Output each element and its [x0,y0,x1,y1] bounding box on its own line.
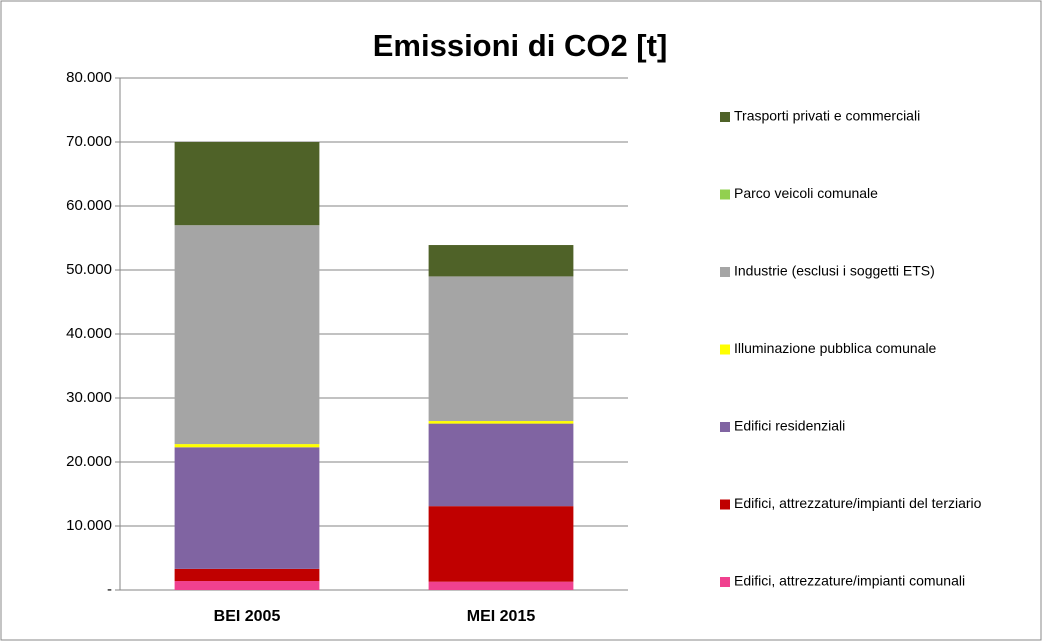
bar-segment [428,423,574,507]
bar-segment [428,276,574,422]
bar-segment [174,225,320,445]
legend-label: Parco veicoli comunale [734,185,878,201]
y-tick-label: 40.000 [66,325,112,342]
legend-label: Edifici, attrezzature/impianti del terzi… [734,495,982,511]
legend-swatch [720,112,730,122]
legend-label: Illuminazione pubblica comunale [734,340,937,356]
y-tick-label: 50.000 [66,261,112,278]
bar-segment [174,444,320,448]
legend-swatch [720,189,730,200]
y-tick-label: 60.000 [66,197,112,214]
y-tick-label: 20.000 [66,453,112,470]
legend-label: Trasporti privati e commerciali [734,108,920,124]
bar-segment [174,142,320,226]
legend-swatch [720,577,730,587]
bar-segment [174,447,320,569]
bar-segment [428,506,574,582]
chart-title: Emissioni di CO2 [t] [373,28,668,63]
legend-swatch [720,267,730,277]
legend-label: Edifici, attrezzature/impianti comunali [734,573,965,589]
bar-segment [174,568,320,582]
legend-swatch [720,344,730,355]
bar-segment [428,421,574,424]
legend-swatch [720,499,730,510]
x-tick-label: BEI 2005 [214,608,281,625]
y-tick-label: - [107,581,112,598]
legend-label: Edifici residenziali [734,418,845,434]
bar-segment [428,581,574,590]
y-tick-label: 10.000 [66,517,112,534]
y-tick-label: 30.000 [66,389,112,406]
y-tick-label: 70.000 [66,133,112,150]
y-tick-label: 80.000 [66,69,112,86]
legend-label: Industrie (esclusi i soggetti ETS) [734,263,935,279]
x-tick-label: MEI 2015 [467,608,536,625]
bar-segment [428,245,574,277]
legend-swatch [720,422,730,432]
bar-segment [174,581,320,590]
